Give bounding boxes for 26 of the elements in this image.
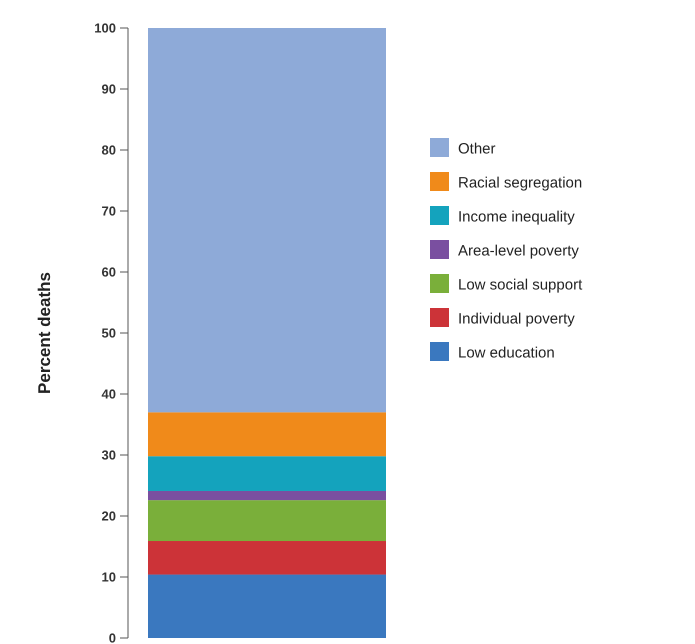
legend-label: Individual poverty xyxy=(458,310,576,328)
bar xyxy=(148,490,386,500)
y-tick-label: 40 xyxy=(102,386,116,402)
y-tick-label: 20 xyxy=(102,508,116,524)
legend-label: Low social support xyxy=(458,276,584,294)
legend-label: Racial segregation xyxy=(458,174,582,192)
y-tick-label: 50 xyxy=(102,326,116,341)
y-tick-label: 80 xyxy=(102,142,116,158)
y-tick-label: 10 xyxy=(102,570,116,585)
y-tick-label: 60 xyxy=(102,264,116,280)
legend-label: Area-level poverty xyxy=(458,242,580,260)
y-tick-label: 0 xyxy=(108,630,116,644)
bar xyxy=(148,456,386,491)
bar xyxy=(148,500,386,542)
legend-label: Low education xyxy=(458,344,555,362)
bar xyxy=(148,412,386,456)
y-tick-label: 30 xyxy=(102,448,116,463)
bar xyxy=(148,541,386,575)
legend-label: Income inequality xyxy=(458,208,576,226)
y-tick-label: 90 xyxy=(102,82,116,97)
y-axis-title: Percent deaths xyxy=(35,272,54,394)
legend-label: Other xyxy=(458,140,496,158)
y-tick-label: 100 xyxy=(94,20,116,36)
y-tick-label: 70 xyxy=(102,204,116,219)
bar xyxy=(148,574,386,638)
bar xyxy=(148,28,386,412)
